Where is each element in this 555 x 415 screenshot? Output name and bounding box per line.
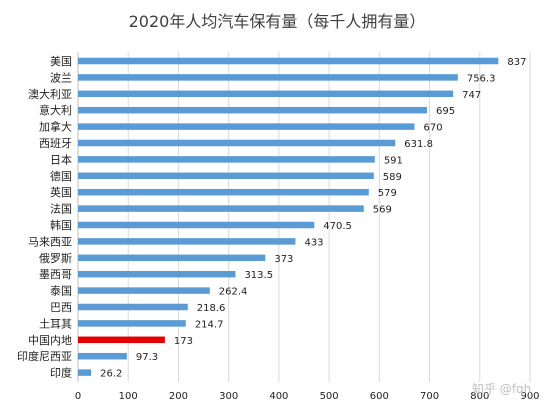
category-label: 德国: [50, 169, 72, 183]
x-tick-label: 300: [219, 391, 238, 402]
value-label: 747: [462, 90, 481, 101]
bar: [78, 221, 315, 229]
category-label: 巴西: [50, 301, 72, 314]
category-labels: 美国波兰澳大利亚意大利加拿大西班牙日本德国英国法国韩国马来西亚俄罗斯墨西哥泰国巴…: [17, 55, 72, 380]
x-tick-label: 200: [169, 391, 188, 402]
value-label: 695: [436, 106, 455, 117]
x-tick-label: 700: [420, 391, 439, 402]
x-tick-label: 100: [119, 391, 138, 402]
category-label: 美国: [50, 55, 72, 68]
value-label: 589: [383, 172, 402, 183]
watermark: 知乎 @fqh: [472, 382, 531, 396]
bar: [78, 303, 188, 311]
bar: [78, 139, 396, 147]
category-label: 英国: [50, 185, 72, 199]
value-label: 173: [174, 336, 193, 347]
category-label: 意大利: [39, 103, 72, 117]
x-axis-ticks: 0 100 200 300 400 500 600 700 800 900: [75, 391, 540, 402]
x-tick-label: 500: [320, 391, 339, 402]
bar: [78, 57, 499, 65]
value-label: 218.6: [197, 303, 226, 314]
x-tick-label: 800: [470, 391, 489, 402]
category-label: 加拿大: [39, 120, 72, 134]
value-label: 756.3: [467, 73, 496, 84]
bars: [78, 57, 499, 376]
category-label: 中国内地: [28, 333, 72, 347]
value-label: 579: [378, 188, 397, 199]
category-label: 波兰: [50, 71, 72, 84]
bar: [78, 320, 186, 327]
bar: [78, 106, 428, 114]
category-label: 墨西哥: [39, 268, 72, 281]
value-label: 470.5: [323, 221, 352, 232]
bar: [78, 287, 210, 294]
category-label: 韩国: [50, 218, 72, 232]
bar: [78, 156, 375, 163]
value-label: 591: [384, 155, 403, 166]
bar: [78, 123, 415, 130]
bar: [78, 369, 92, 376]
value-label: 569: [373, 205, 392, 216]
x-tick-label: 900: [520, 391, 539, 402]
category-label: 日本: [50, 152, 72, 166]
bar: [78, 74, 458, 81]
category-label: 印度尼西亚: [17, 349, 72, 363]
category-label: 澳大利亚: [28, 87, 72, 101]
x-tick-label: 600: [370, 391, 389, 402]
bar: [78, 352, 127, 360]
category-label: 泰国: [50, 284, 72, 298]
value-label: 631.8: [404, 139, 433, 150]
value-label: 837: [507, 57, 526, 68]
category-label: 俄罗斯: [39, 252, 72, 265]
bar: [78, 238, 296, 245]
category-label: 马来西亚: [28, 235, 72, 248]
bar: [78, 270, 236, 278]
bar: [78, 254, 266, 262]
category-label: 土耳其: [39, 317, 72, 330]
value-label: 670: [423, 123, 442, 134]
value-label: 433: [304, 237, 323, 248]
bar: [78, 336, 165, 344]
category-label: 西班牙: [39, 137, 72, 150]
value-label: 26.2: [100, 369, 122, 380]
grid-lines: [77, 52, 531, 382]
category-label: 印度: [50, 366, 72, 380]
x-tick-label: 0: [75, 391, 81, 402]
bar: [78, 172, 374, 180]
bar: [78, 205, 364, 212]
value-label: 214.7: [195, 319, 224, 330]
bar: [78, 90, 454, 98]
value-label: 262.4: [219, 287, 248, 298]
value-label: 97.3: [136, 352, 158, 363]
x-tick-label: 400: [269, 391, 288, 402]
chart-title: 2020年人均汽车保有量（每千人拥有量）: [129, 12, 426, 31]
value-label: 313.5: [244, 270, 273, 281]
category-label: 法国: [50, 202, 72, 216]
value-label: 373: [274, 254, 293, 265]
bar: [78, 188, 369, 196]
